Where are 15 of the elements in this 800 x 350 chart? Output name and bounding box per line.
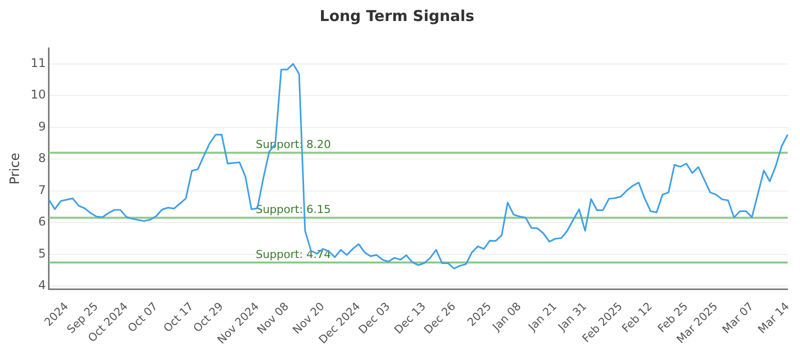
- x-tick-label: Mar 14: [756, 300, 792, 336]
- y-tick-label: 10: [30, 88, 46, 102]
- y-tick-label: 8: [38, 151, 46, 166]
- chart-title: Long Term Signals: [320, 6, 474, 25]
- y-axis-title: Price: [8, 152, 24, 184]
- y-tick-label: 11: [30, 56, 46, 70]
- y-tick-label: 9: [38, 119, 46, 134]
- y-tick-label: 4: [38, 278, 46, 292]
- y-tick-label: 6: [38, 214, 46, 229]
- y-tick-label: 5: [38, 246, 46, 260]
- y-tick-label: 7: [38, 182, 46, 197]
- x-tick-label: Jan 08: [489, 300, 524, 334]
- x-tick-label: Mar 07: [720, 300, 756, 336]
- x-tick-label: Jan 21: [525, 300, 560, 334]
- ref-line-label: Support: 6.15: [256, 203, 331, 216]
